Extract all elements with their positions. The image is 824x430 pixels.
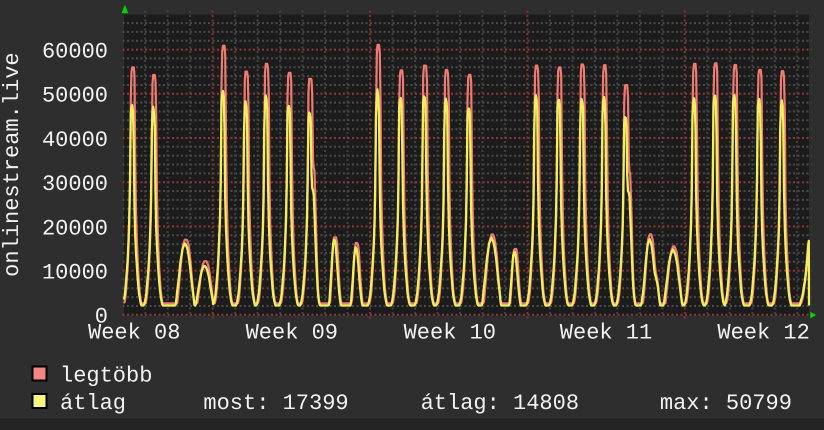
svg-text:átlag: 14808: átlag: 14808 <box>421 391 579 416</box>
svg-text:Week 10: Week 10 <box>404 321 496 346</box>
svg-text:10000: 10000 <box>42 261 108 286</box>
svg-text:0: 0 <box>95 305 108 330</box>
svg-text:most: 17399: most: 17399 <box>203 391 348 416</box>
svg-text:40000: 40000 <box>42 128 108 153</box>
svg-text:onlinestream.live: onlinestream.live <box>0 52 25 276</box>
svg-text:átlag: átlag <box>60 391 126 416</box>
svg-text:Week 09: Week 09 <box>246 321 338 346</box>
svg-text:Week 11: Week 11 <box>560 321 652 346</box>
svg-text:20000: 20000 <box>42 216 108 241</box>
svg-text:60000: 60000 <box>42 40 108 65</box>
svg-text:max: 50799: max: 50799 <box>660 391 792 416</box>
svg-text:50000: 50000 <box>42 84 108 109</box>
svg-text:Week 12: Week 12 <box>717 321 809 346</box>
svg-text:30000: 30000 <box>42 172 108 197</box>
svg-text:legtöbb: legtöbb <box>60 363 152 388</box>
svg-text:Week 08: Week 08 <box>88 321 180 346</box>
